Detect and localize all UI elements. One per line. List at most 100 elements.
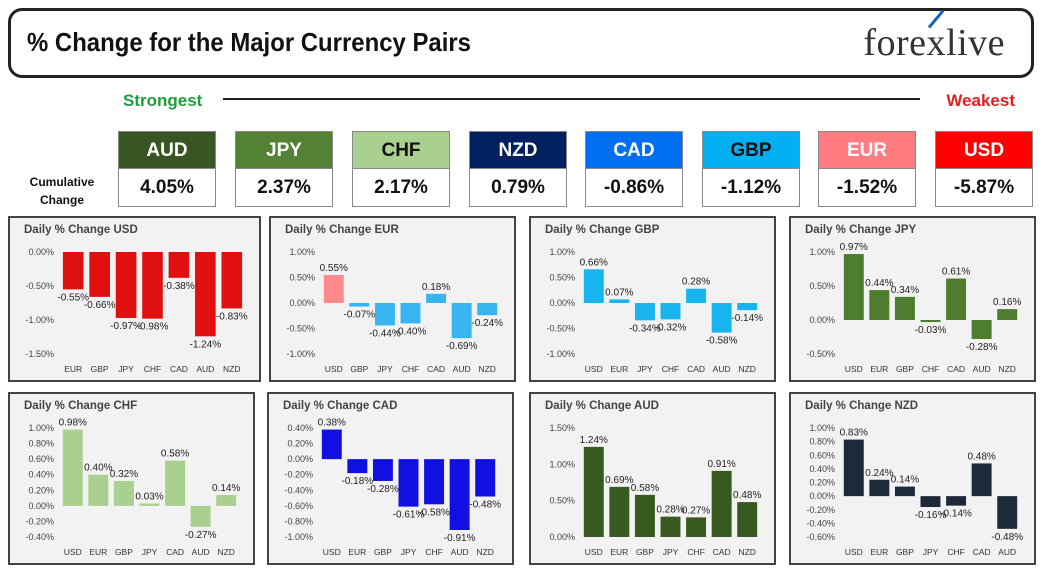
bar-usd (583, 269, 604, 303)
bar-chart: 1.00% 0.50% 0.00% -0.50% 0.97% USD 0.44% EUR 0.3… (806, 242, 1021, 374)
bar-cad (971, 463, 992, 497)
x-tick-label: JPY (142, 547, 158, 557)
chart-panel-chf: Daily % Change CHF 1.00% 0.80% 0.60% 0.40% 0.… (8, 392, 255, 565)
x-tick-label: CAD (427, 364, 445, 374)
data-label: 0.28% (656, 505, 684, 516)
x-tick-label: CHF (687, 547, 704, 557)
data-label: 0.98% (59, 418, 87, 429)
chart-title: Daily % Change NZD (805, 400, 919, 412)
bar-nzd (216, 494, 237, 506)
data-label: 0.24% (865, 468, 893, 479)
x-tick-label: GBP (636, 547, 654, 557)
bar-cad (165, 460, 186, 506)
bar-jpy (634, 303, 655, 321)
x-tick-label: AUD (451, 547, 469, 557)
currency-box-nzd: NZD 0.79% (469, 131, 567, 207)
x-tick-label: USD (64, 547, 82, 557)
currency-box-usd: USD -5.87% (935, 131, 1033, 207)
cumulative-change-label: Cumulative Change (29, 175, 95, 207)
x-tick-label: JPY (637, 364, 653, 374)
y-tick-label: 1.00% (809, 423, 835, 433)
data-label: -0.48% (991, 532, 1023, 543)
bar-aud (190, 505, 211, 527)
bar-jpy (115, 252, 137, 318)
data-label: -0.58% (418, 507, 450, 518)
x-tick-label: EUR (870, 364, 888, 374)
currency-box-jpy: JPY 2.37% (235, 131, 333, 207)
strength-arrow-line (223, 98, 920, 100)
y-tick-label: 0.50% (549, 496, 575, 506)
bar-cad (426, 293, 447, 303)
x-tick-label: CHF (662, 364, 679, 374)
y-tick-label: -0.50% (806, 349, 835, 359)
bar-cad (946, 278, 967, 320)
x-tick-label: GBP (91, 364, 109, 374)
bar-aud (971, 320, 992, 340)
x-tick-label: JPY (663, 547, 679, 557)
y-tick-label: -0.40% (806, 518, 835, 528)
bar-jpy (374, 303, 395, 326)
x-tick-label: NZD (478, 364, 495, 374)
bar-chart: 1.00% 0.50% 0.00% -0.50% -1.00% 0.66% USD 0.07%… (546, 247, 763, 374)
x-tick-label: EUR (89, 547, 107, 557)
cumulative-value: -0.86% (603, 177, 665, 198)
x-tick-label: CAD (973, 547, 991, 557)
data-label: -0.83% (216, 311, 248, 322)
chart-panel-jpy: Daily % Change JPY 1.00% 0.50% 0.00% -0.50% 0… (789, 216, 1036, 382)
data-label: -0.91% (444, 533, 476, 544)
y-tick-label: 0.00% (287, 454, 313, 464)
x-tick-label: USD (325, 364, 343, 374)
data-label: -0.14% (940, 509, 972, 520)
bar-chf (920, 320, 941, 323)
x-tick-label: JPY (377, 364, 393, 374)
data-label: -0.55% (57, 292, 89, 303)
y-tick-label: 1.00% (289, 247, 315, 257)
x-tick-label: GBP (374, 547, 392, 557)
bar-gbp (113, 480, 134, 506)
cumulative-value: -1.52% (836, 177, 898, 198)
y-tick-label: -0.80% (284, 516, 313, 526)
x-tick-label: CAD (687, 364, 705, 374)
x-tick-label: EUR (348, 547, 366, 557)
data-label: 0.58% (631, 483, 659, 494)
data-label: 0.03% (135, 492, 163, 503)
bar-gbp (894, 296, 915, 320)
data-label: 0.55% (320, 263, 348, 274)
data-label: -0.61% (393, 510, 425, 521)
y-tick-label: -1.00% (286, 349, 315, 359)
bar-gbp (894, 486, 915, 497)
y-tick-label: -0.60% (806, 532, 835, 542)
y-tick-label: 0.00% (809, 315, 835, 325)
bar-chf (424, 459, 445, 505)
y-tick-label: 0.20% (28, 485, 54, 495)
x-tick-label: EUR (610, 547, 628, 557)
x-tick-label: CHF (402, 364, 419, 374)
data-label: -0.28% (367, 484, 399, 495)
currency-box-chf: CHF 2.17% (352, 131, 450, 207)
x-tick-label: JPY (118, 364, 134, 374)
y-tick-label: -1.00% (546, 349, 575, 359)
data-label: 0.34% (891, 285, 919, 296)
bar-jpy (139, 503, 160, 506)
y-tick-label: -0.60% (284, 501, 313, 511)
x-tick-label: GBP (896, 364, 914, 374)
y-tick-label: 0.20% (809, 478, 835, 488)
x-tick-label: NZD (476, 547, 493, 557)
x-tick-label: GBP (115, 547, 133, 557)
y-tick-label: 0.40% (809, 464, 835, 474)
x-tick-label: USD (585, 547, 603, 557)
y-tick-label: 0.00% (28, 247, 54, 257)
chart-panel-usd: Daily % Change USD 0.00% -0.50% -1.00% -1.50… (8, 216, 261, 382)
currency-name: NZD (470, 132, 566, 169)
chart-title: Daily % Change EUR (285, 224, 399, 236)
x-tick-label: USD (323, 547, 341, 557)
bar-jpy (920, 496, 941, 508)
y-tick-label: -0.40% (25, 532, 54, 542)
bar-chart: 1.50% 1.00% 0.50% 0.00% 1.24% USD 0.69% EUR 0.58… (549, 423, 761, 557)
y-tick-label: -0.50% (25, 281, 54, 291)
data-label: -0.34% (629, 323, 661, 334)
data-label: -0.58% (706, 336, 738, 347)
currency-box-cad: CAD -0.86% (585, 131, 683, 207)
y-tick-label: 0.00% (549, 532, 575, 542)
bar-nzd (737, 303, 758, 311)
